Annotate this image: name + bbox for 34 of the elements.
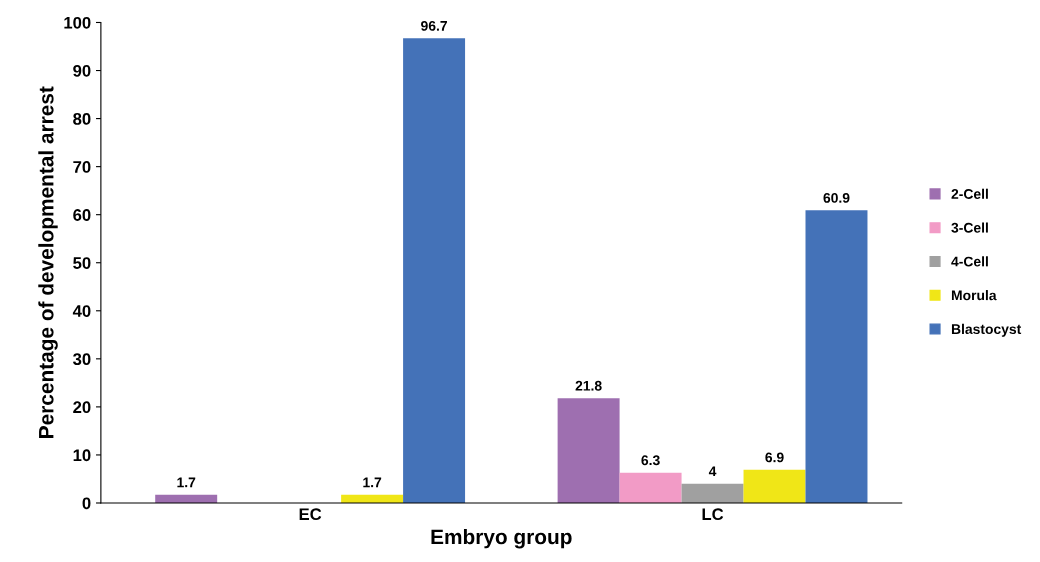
- legend-label: Morula: [951, 290, 997, 301]
- bar: [557, 398, 620, 503]
- bar: [805, 210, 868, 503]
- bar: [681, 483, 744, 503]
- legend-label: Blastocyst: [951, 323, 1022, 337]
- y-tick-label: 70: [73, 161, 91, 173]
- y-tick-label: 90: [73, 64, 91, 77]
- y-tick-label: 30: [73, 353, 91, 366]
- data-label: 4: [708, 466, 717, 477]
- bar: [403, 38, 466, 503]
- y-tick-label: 20: [73, 401, 91, 414]
- data-label: 6.3: [641, 455, 660, 466]
- y-tick-label: 50: [73, 257, 91, 269]
- y-tick-label: 100: [64, 16, 91, 29]
- y-tick-label: 0: [82, 497, 91, 510]
- data-label: 6.9: [765, 452, 784, 463]
- bar: [743, 469, 806, 503]
- y-tick-label: 40: [72, 305, 91, 317]
- data-label: 21.8: [575, 380, 602, 391]
- data-label: 1.7: [177, 477, 196, 488]
- legend-label: 4-Cell: [951, 256, 988, 267]
- legend-label: 3-Cell: [951, 222, 988, 233]
- data-label: 60.9: [823, 192, 850, 203]
- x-tick-label: EC: [299, 508, 322, 521]
- legend-label: 2-Cell: [951, 188, 988, 199]
- y-tick-label: 80: [73, 112, 91, 125]
- y-tick-label: 60: [73, 209, 91, 221]
- bar: [619, 472, 682, 503]
- x-axis-title: Embryo group: [431, 528, 572, 549]
- y-tick-label: 10: [73, 449, 91, 462]
- data-label: 1.7: [363, 477, 382, 488]
- data-label: 96.7: [421, 20, 447, 31]
- y-axis-title: Percentage of developmental arrest: [38, 86, 58, 438]
- x-tick-label: LC: [702, 508, 724, 521]
